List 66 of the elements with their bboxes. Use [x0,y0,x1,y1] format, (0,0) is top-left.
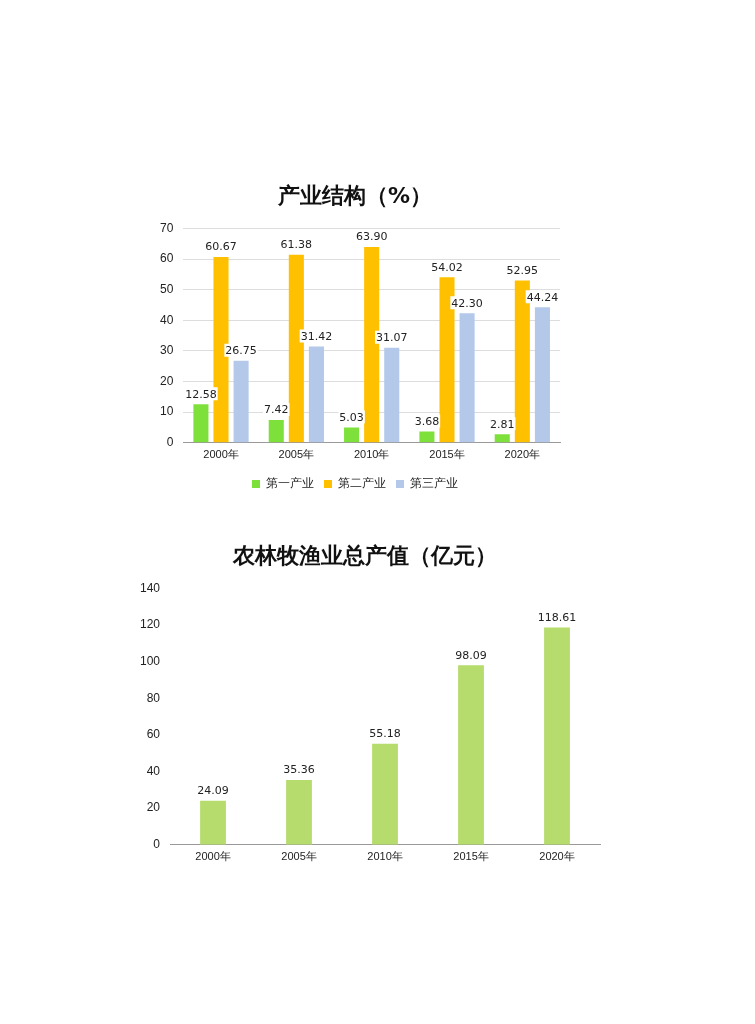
y-tick-label: 70 [159,220,174,235]
bar [384,347,400,443]
bar [308,346,324,443]
data-label: 54.02 [431,260,463,274]
legend-label: 第二产业 [338,476,386,491]
bar [268,420,284,443]
data-label: 55.18 [369,727,401,741]
y-tick-label: 10 [159,404,174,419]
y-tick-label: 0 [166,435,174,450]
data-label: 60.67 [205,240,237,254]
y-tick-label: 60 [159,251,174,266]
data-label: 44.24 [526,290,559,304]
data-label: 118.61 [537,610,577,624]
chart-title: 农林牧渔业总产值（亿元） [232,542,497,568]
data-label: 26.75 [225,344,257,358]
bar [193,404,209,443]
bar [419,431,435,443]
x-tick-label: 2015年 [453,850,489,863]
y-tick-label: 60 [146,727,161,742]
bar [200,800,226,845]
bar [494,434,510,443]
data-label: 24.09 [197,784,229,798]
bar [286,780,312,845]
y-tick-label: 40 [146,763,161,778]
bar [459,313,475,443]
bar [233,360,249,443]
data-label: 35.36 [283,763,315,777]
x-tick-label: 2005年 [278,448,315,461]
bar [372,743,398,845]
bar [344,427,360,443]
x-tick-label: 2010年 [353,448,390,461]
x-tick-label: 2000年 [195,850,231,863]
bar [544,627,570,845]
data-label: 2.81 [490,417,515,431]
data-label: 31.07 [376,331,408,344]
data-label: 63.90 [355,230,388,244]
x-tick-label: 2020年 [539,850,575,863]
data-label: 3.68 [414,414,440,428]
x-tick-label: 2015年 [429,448,465,461]
legend-label: 第一产业 [266,476,314,491]
y-tick-label: 0 [153,837,161,852]
chart-title: 产业结构（%） [276,182,433,208]
x-tick-label: 2000年 [203,448,239,461]
y-tick-label: 80 [146,690,161,705]
data-label: 61.38 [280,238,313,252]
y-tick-label: 30 [159,343,174,358]
data-label: 42.30 [451,296,483,310]
data-label: 7.42 [264,403,289,417]
y-tick-label: 50 [159,281,174,296]
data-label: 5.03 [339,410,364,424]
data-label: 98.09 [455,648,487,662]
legend-label: 第三产业 [410,476,458,491]
y-tick-label: 20 [146,800,161,815]
bar [458,665,484,845]
bar [534,307,550,443]
data-label: 31.42 [300,329,333,343]
y-tick-label: 120 [139,617,161,632]
y-tick-label: 100 [139,653,161,668]
data-label: 52.95 [506,263,539,277]
x-tick-label: 2020年 [504,448,541,461]
y-tick-label: 140 [139,580,161,595]
x-tick-label: 2010年 [367,850,403,863]
y-tick-label: 20 [159,373,174,388]
y-tick-label: 40 [159,312,174,327]
x-tick-label: 2005年 [281,850,317,863]
data-label: 12.58 [185,387,217,401]
